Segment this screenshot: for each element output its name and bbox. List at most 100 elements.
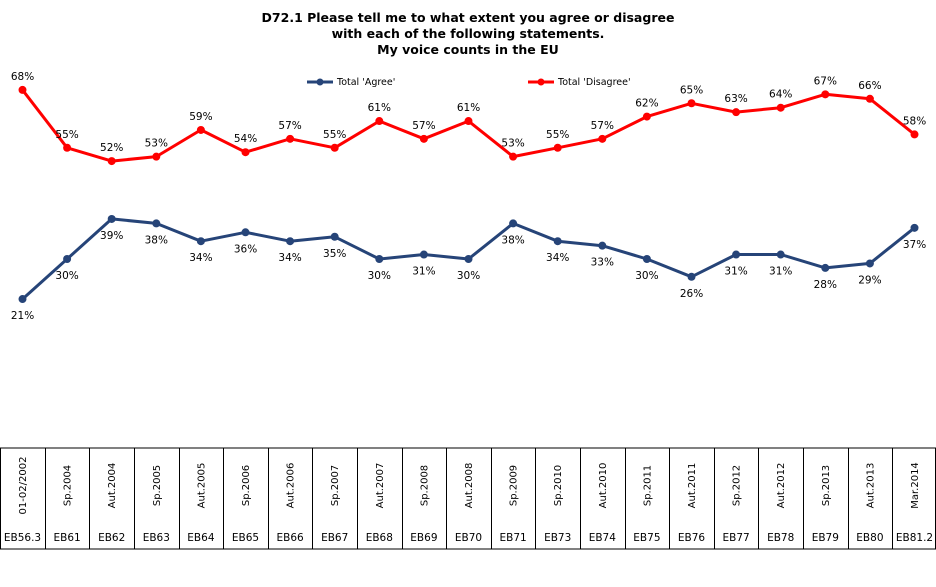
x-tick-label: Aut.2007 [375, 463, 386, 509]
wave-label: EB76 [678, 532, 706, 544]
x-tick-label: Sp.2007 [330, 465, 341, 506]
disagree-point [509, 152, 518, 161]
disagree-point [63, 143, 72, 152]
x-tick-label: Sp.2010 [553, 465, 564, 506]
wave-label: EB77 [722, 532, 749, 544]
wave-label: EB62 [98, 532, 125, 544]
x-tick-label: Sp.2004 [63, 465, 74, 506]
wave-label: EB65 [232, 532, 259, 544]
x-tick-label: Aut.2013 [865, 463, 876, 509]
x-tick-label: Sp.2012 [732, 465, 743, 506]
disagree-point [464, 117, 473, 126]
agree-data-label: 34% [278, 252, 301, 264]
agree-data-label: 30% [55, 270, 78, 282]
wave-label: EB80 [856, 532, 883, 544]
disagree-data-label: 66% [858, 80, 881, 92]
disagree-data-label: 63% [724, 93, 747, 105]
disagree-data-label: 57% [412, 120, 435, 132]
agree-data-label: 31% [724, 266, 747, 278]
agree-data-label: 39% [100, 230, 123, 242]
series-layer: 21% 30% 39% 38% 34% 36% 34% 35% 30% 31% 30% 38% 34% 3… [11, 71, 926, 322]
x-tick-label: Sp.2005 [152, 465, 163, 506]
disagree-data-label: 53% [501, 138, 524, 150]
wave-label: EB66 [276, 532, 304, 544]
wave-label: EB75 [633, 532, 660, 544]
disagree-data-label: 67% [814, 75, 837, 87]
agree-point [18, 295, 27, 304]
disagree-point [286, 134, 295, 143]
wave-label: EB63 [143, 532, 170, 544]
x-tick-label: Sp.2009 [509, 465, 520, 506]
wave-label: EB61 [53, 532, 80, 544]
agree-data-label: 30% [457, 270, 480, 282]
agree-point [910, 223, 919, 232]
agree-point [776, 250, 785, 259]
wave-label: EB71 [499, 532, 526, 544]
agree-data-label: 37% [903, 239, 926, 251]
legend-agree-marker [316, 78, 324, 86]
disagree-point [910, 130, 919, 139]
x-tick-label: Sp.2013 [821, 465, 832, 506]
disagree-point [776, 103, 785, 112]
x-tick-label: Sp.2008 [419, 465, 430, 506]
wave-label: EB68 [366, 532, 393, 544]
agree-point [152, 219, 161, 228]
wave-label: EB70 [455, 532, 482, 544]
x-tick-label: Aut.2004 [107, 463, 118, 509]
disagree-point [152, 152, 161, 161]
agree-data-label: 33% [591, 257, 614, 269]
agree-point [63, 255, 72, 263]
disagree-point [18, 85, 27, 94]
wave-label: EB64 [187, 532, 215, 544]
disagree-point [375, 117, 384, 126]
disagree-point [865, 94, 874, 103]
disagree-data-label: 55% [55, 129, 78, 141]
agree-data-label: 38% [145, 234, 168, 246]
agree-point [375, 255, 384, 263]
x-tick-label: Sp.2011 [642, 465, 653, 506]
agree-data-label: 35% [323, 248, 346, 260]
disagree-data-label: 55% [546, 129, 569, 141]
wave-label: EB78 [767, 532, 794, 544]
disagree-point [107, 157, 116, 166]
disagree-data-label: 68% [11, 71, 34, 83]
legend-disagree-label: Total 'Disagree' [557, 77, 631, 88]
agree-point [330, 232, 339, 241]
disagree-point [330, 143, 339, 152]
agree-point [286, 237, 295, 246]
wave-label: EB69 [410, 532, 437, 544]
agree-point [732, 250, 741, 259]
disagree-point [241, 148, 250, 157]
disagree-data-label: 57% [591, 120, 614, 132]
disagree-data-label: 64% [769, 89, 792, 101]
x-tick-label: Mar.2014 [910, 462, 921, 509]
agree-point [107, 214, 116, 223]
agree-data-label: 36% [234, 243, 257, 255]
wave-label: EB74 [589, 532, 617, 544]
disagree-data-label: 61% [368, 102, 391, 114]
disagree-data-label: 53% [145, 138, 168, 150]
agree-data-label: 34% [189, 252, 212, 264]
x-tick-label: 01-02/2002 [18, 457, 29, 515]
disagree-data-label: 61% [457, 102, 480, 114]
x-tick-label: Aut.2005 [196, 463, 207, 509]
disagree-data-label: 55% [323, 129, 346, 141]
x-tick-label: Sp.2006 [241, 465, 252, 506]
wave-label: EB73 [544, 532, 571, 544]
disagree-data-label: 57% [278, 120, 301, 132]
disagree-point [196, 125, 205, 134]
x-tick-label: Aut.2012 [776, 463, 787, 509]
disagree-series [18, 85, 919, 166]
disagree-point [553, 143, 562, 152]
agree-data-label: 26% [680, 288, 703, 300]
disagree-point [642, 112, 651, 121]
category-table: 01-02/2002 EB56.3 Sp.2004 EB61 Aut.2004 EB62 S… [0, 447, 936, 550]
agree-data-label: 29% [858, 274, 881, 286]
agree-point [553, 237, 562, 246]
agree-point [642, 255, 651, 263]
disagree-point [821, 90, 830, 99]
disagree-data-label: 62% [635, 98, 658, 110]
agree-data-label: 28% [814, 279, 837, 291]
agree-labels: 21% 30% 39% 38% 34% 36% 34% 35% 30% 31% 30% 38% 34% 3… [11, 230, 926, 322]
